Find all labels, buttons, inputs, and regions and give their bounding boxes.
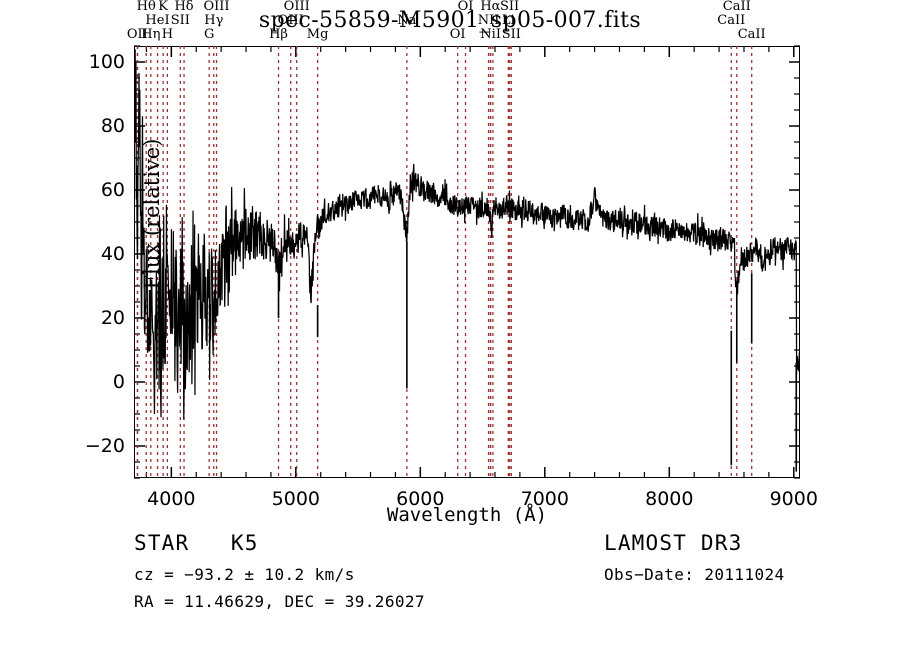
line-label-oi: OI	[457, 0, 474, 14]
line-label-sii: SII	[501, 27, 521, 42]
line-label-h: Hθ	[136, 0, 156, 14]
line-label-k: K	[158, 0, 168, 14]
y-tick-label: −20	[84, 435, 125, 457]
x-tick-label: 5000	[271, 488, 321, 510]
line-label-h: Hα	[480, 0, 501, 14]
y-tick-label: 100	[88, 51, 125, 73]
x-tick-label: 7000	[520, 488, 569, 510]
x-axis-title: Wavelength (Å)	[386, 504, 548, 526]
line-label-oi: OI	[449, 27, 466, 42]
line-label-nii: NiI	[480, 27, 501, 42]
line-label-oiii: OIII	[277, 13, 304, 28]
y-tick-label: 0	[112, 371, 125, 393]
spectrum-trace	[134, 49, 800, 472]
y-tick-label: 40	[100, 243, 125, 265]
line-label-mg: Mg	[306, 27, 329, 42]
footer-left: STAR K5 cz = −93.2 ± 10.2 km/s RA = 11.4…	[134, 531, 425, 619]
y-tick-label: 60	[100, 179, 125, 201]
line-label-h: H	[161, 27, 174, 42]
line-label-nii: NII	[477, 13, 500, 28]
y-axis-title: Flux (relative)	[140, 138, 164, 290]
coordinates: RA = 11.46629, DEC = 39.26027	[134, 592, 425, 611]
line-label-h: Hδ	[174, 0, 194, 14]
x-tick-label: 4000	[147, 488, 196, 510]
footer-right: LAMOST DR3 Obs−Date: 20111024	[604, 531, 785, 592]
line-label-h: Hβ	[269, 27, 288, 42]
survey-name: LAMOST DR3	[604, 531, 743, 555]
object-class: STAR	[134, 531, 190, 555]
x-tick-label: 6000	[396, 488, 445, 510]
line-label-caii: CaII	[717, 13, 746, 28]
line-label-caii: CaII	[737, 27, 766, 42]
x-tick-label: 8000	[645, 488, 694, 510]
line-label-caii: CaII	[722, 0, 751, 14]
line-label-na: Na	[397, 13, 417, 28]
y-tick-label: 20	[100, 307, 125, 329]
redshift-velocity: cz = −93.2 ± 10.2 km/s	[134, 565, 355, 584]
line-label-h: Hη	[141, 27, 161, 42]
y-tick-label: 80	[100, 115, 125, 137]
line-label-h: Hγ	[204, 13, 224, 28]
line-label-oiii: OIII	[283, 0, 310, 14]
spectral-type: K5	[230, 531, 259, 555]
object-classification: STAR K5	[134, 531, 425, 555]
page-title: spec-55859-M5901_sp05-007.fits	[258, 8, 642, 33]
line-label-g: G	[203, 27, 215, 42]
line-label-oiii: OIII	[203, 0, 230, 14]
x-tick-label: 9000	[769, 488, 818, 510]
line-label-sii: SII	[170, 13, 190, 28]
plot-frame	[134, 46, 800, 478]
line-label-sii: SII	[499, 0, 520, 14]
plot-area: 100 80 60 40 20 0 −20 4000 5000 6000 7000 8000 9000…	[85, 45, 818, 526]
axis-ticks	[134, 45, 800, 479]
observation-date: Obs−Date: 20111024	[604, 565, 785, 584]
line-label-li: Li	[501, 13, 515, 28]
line-label-hei: HeI	[145, 13, 170, 28]
line-label-oii: OII	[126, 27, 148, 42]
